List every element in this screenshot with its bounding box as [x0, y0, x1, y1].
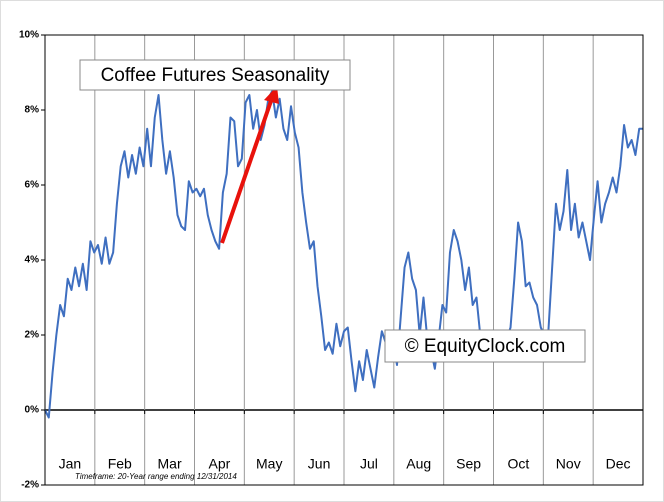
footnote: Timeframe: 20-Year range ending 12/31/20… — [75, 472, 237, 481]
x-tick-label: May — [256, 456, 282, 472]
x-tick-label: Nov — [556, 456, 581, 472]
chart-title: Coffee Futures Seasonality — [101, 65, 330, 86]
annotation-arrow — [220, 97, 274, 244]
x-tick-label: Aug — [406, 456, 431, 472]
y-tick-label: 0% — [25, 405, 40, 416]
y-tick-label: 2% — [25, 330, 40, 341]
x-tick-label: Oct — [508, 456, 530, 472]
plot-border — [44, 34, 644, 486]
y-tick-label: 8% — [25, 105, 40, 116]
x-tick-label: Mar — [158, 456, 182, 472]
x-tick-label: Feb — [108, 456, 132, 472]
x-tick-label: Jun — [308, 456, 331, 472]
y-tick-label: 6% — [25, 180, 40, 191]
x-tick-label: Apr — [209, 456, 231, 472]
plot-area: -2% 0% 2% 4% 6% 8% 10% Jan Feb Mar Apr May Jun Jul Aug… — [19, 30, 643, 491]
watermark: © EquityClock.com — [405, 336, 566, 357]
x-tick-label: Sep — [456, 456, 481, 472]
x-tick-label: Jan — [59, 456, 82, 472]
x-tick-label: Jul — [360, 456, 378, 472]
title-box — [79, 59, 351, 91]
y-tick-label: 4% — [25, 255, 40, 266]
x-tick-label: Dec — [606, 456, 631, 472]
y-tick-label: -2% — [21, 480, 39, 491]
watermark-box — [384, 329, 586, 363]
y-tick-label: 10% — [19, 30, 39, 41]
